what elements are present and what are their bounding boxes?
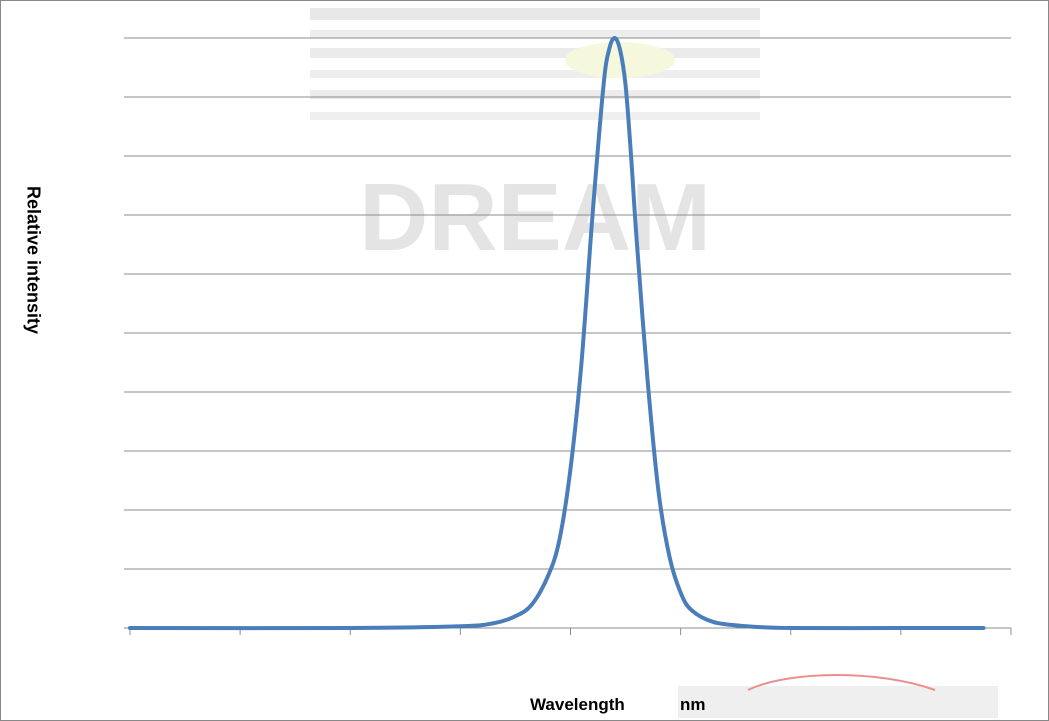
watermark-band xyxy=(310,8,760,20)
y-axis-label-wrapper: Relative intensity xyxy=(18,50,48,470)
watermark-band xyxy=(310,70,760,78)
caption-decoration-arc xyxy=(747,674,936,691)
caption-decoration xyxy=(678,674,998,718)
x-axis-label: Wavelength xyxy=(530,695,625,714)
watermark-text: DREAM xyxy=(359,164,711,271)
watermark: DREAM xyxy=(310,8,760,271)
y-axis-label: Relative intensity xyxy=(23,185,44,335)
series-layer xyxy=(128,36,986,631)
watermark-logo-shape xyxy=(565,42,675,78)
caption-decoration-band xyxy=(678,686,998,718)
watermark-band xyxy=(310,112,760,120)
watermark-band xyxy=(310,30,760,38)
watermark-band xyxy=(310,48,760,58)
grid xyxy=(124,37,1011,629)
watermark-band xyxy=(310,90,760,99)
series-line xyxy=(128,36,986,631)
x-axis-unit: nm xyxy=(680,695,706,714)
